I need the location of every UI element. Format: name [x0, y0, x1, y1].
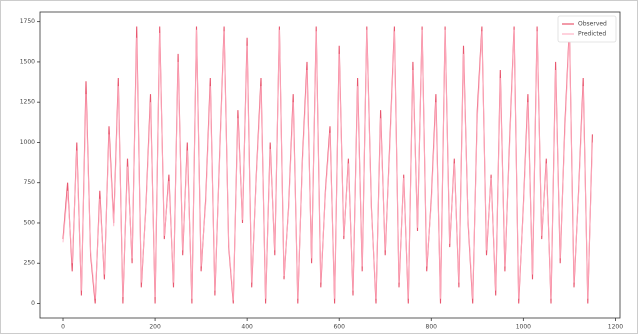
y-tick-label: 1500: [20, 58, 35, 65]
y-tick-label: 250: [24, 260, 36, 267]
legend-label: Predicted: [578, 31, 606, 38]
series-line: [62, 29, 593, 301]
legend-box: [557, 15, 617, 43]
x-tick-label: 400: [241, 324, 253, 331]
y-tick-label: 750: [24, 179, 36, 186]
x-tick-label: 0: [61, 324, 65, 331]
y-tick-label: 1000: [20, 139, 35, 146]
legend-label: Observed: [578, 21, 607, 28]
y-tick-label: 1750: [20, 18, 35, 25]
x-tick-label: 800: [426, 324, 438, 331]
y-tick-label: 0: [31, 300, 35, 307]
y-tick-label: 500: [24, 219, 36, 226]
x-tick-label: 1000: [516, 324, 531, 331]
x-tick-label: 600: [333, 324, 345, 331]
y-tick-label: 1250: [20, 99, 35, 106]
x-tick-label: 200: [149, 324, 161, 331]
plot-frame: [39, 11, 621, 319]
x-tick-label: 1200: [608, 324, 623, 331]
